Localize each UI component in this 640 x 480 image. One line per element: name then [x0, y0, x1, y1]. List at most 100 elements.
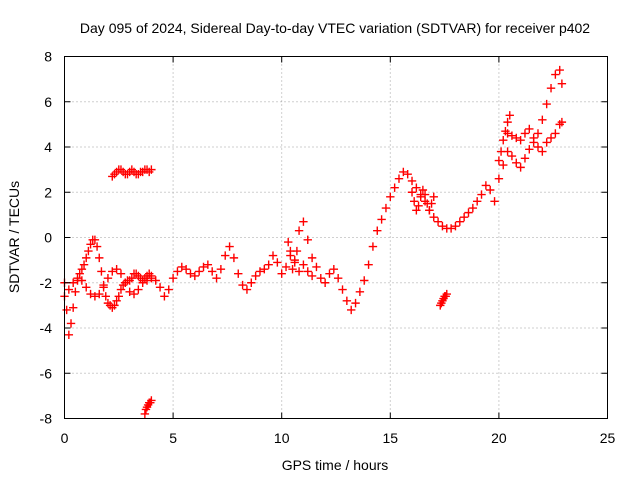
data-point — [190, 271, 200, 281]
data-point — [134, 285, 143, 294]
data-point — [403, 169, 412, 179]
data-point — [299, 217, 308, 226]
data-point — [99, 283, 108, 292]
data-point — [147, 274, 156, 283]
data-point — [529, 133, 538, 143]
data-point — [516, 136, 525, 145]
data-point — [520, 129, 530, 138]
data-point — [84, 246, 93, 256]
data-point — [499, 160, 508, 170]
data-point — [333, 274, 343, 283]
data-point — [147, 396, 156, 405]
data-point — [155, 283, 165, 292]
data-point — [142, 276, 152, 285]
x-tick-label: 25 — [600, 430, 616, 446]
y-tick-label: 2 — [44, 184, 52, 200]
data-point — [64, 285, 74, 294]
data-point — [255, 267, 265, 276]
data-point — [520, 154, 530, 163]
data-point — [472, 197, 482, 206]
data-point — [342, 296, 352, 306]
data-point — [312, 262, 321, 272]
data-point — [103, 274, 113, 283]
data-point — [286, 251, 295, 260]
data-point — [238, 280, 247, 290]
data-point — [307, 253, 317, 263]
data-point — [412, 183, 421, 192]
data-point — [168, 274, 178, 283]
data-point — [464, 208, 473, 217]
data-point — [316, 274, 325, 283]
data-point — [546, 133, 556, 143]
data-point — [414, 201, 423, 211]
data-point — [512, 133, 521, 143]
data-point — [86, 289, 95, 299]
data-point — [90, 292, 100, 301]
data-point — [325, 269, 334, 278]
data-point — [129, 289, 139, 299]
data-point — [203, 260, 213, 269]
data-point — [77, 276, 87, 285]
data-point — [546, 83, 556, 93]
data-point — [407, 176, 417, 186]
data-point — [409, 197, 419, 206]
y-tick-label: 0 — [44, 230, 52, 246]
data-point — [97, 267, 106, 276]
data-point — [451, 221, 460, 231]
data-point — [82, 283, 91, 292]
data-point — [75, 269, 84, 278]
data-point — [551, 129, 560, 138]
data-point — [173, 267, 182, 276]
data-point — [207, 267, 217, 276]
y-tick-label: -4 — [40, 320, 53, 336]
data-point — [273, 258, 282, 267]
data-point — [292, 246, 302, 256]
data-point — [199, 262, 208, 272]
data-point — [284, 237, 293, 247]
data-point — [194, 267, 204, 276]
data-point — [92, 242, 102, 251]
data-point — [90, 235, 100, 244]
data-point — [264, 260, 273, 269]
data-point — [394, 174, 404, 183]
data-point — [66, 319, 76, 328]
x-tick-label: 15 — [383, 430, 399, 446]
data-point — [221, 251, 230, 260]
data-point — [303, 235, 312, 244]
data-point — [494, 174, 504, 183]
data-point — [516, 163, 525, 172]
data-point — [147, 165, 156, 174]
data-point — [386, 192, 395, 201]
data-point — [533, 129, 543, 138]
x-tick-label: 0 — [61, 430, 69, 446]
y-tick-label: -8 — [40, 411, 53, 427]
data-point — [138, 278, 147, 287]
data-point — [390, 183, 399, 192]
data-point — [164, 285, 173, 294]
data-point — [481, 181, 491, 190]
data-point — [225, 242, 234, 251]
data-point — [490, 197, 499, 206]
x-tick-label: 20 — [491, 430, 507, 446]
x-tick-label: 5 — [169, 430, 177, 446]
data-point — [507, 131, 517, 140]
data-point — [442, 289, 451, 299]
data-point — [538, 147, 547, 156]
grid-lines — [64, 56, 608, 419]
data-point — [121, 278, 130, 287]
data-point — [455, 217, 465, 226]
data-point — [418, 185, 428, 195]
data-point — [399, 167, 408, 177]
data-point — [288, 264, 297, 274]
data-point — [110, 301, 119, 310]
data-point — [555, 65, 564, 75]
data-point — [268, 251, 278, 260]
data-point — [294, 226, 304, 235]
data-point — [551, 70, 560, 79]
data-point — [433, 217, 443, 226]
data-point — [229, 253, 239, 263]
data-point — [68, 278, 78, 287]
data-point — [290, 258, 299, 267]
data-point — [71, 287, 80, 296]
